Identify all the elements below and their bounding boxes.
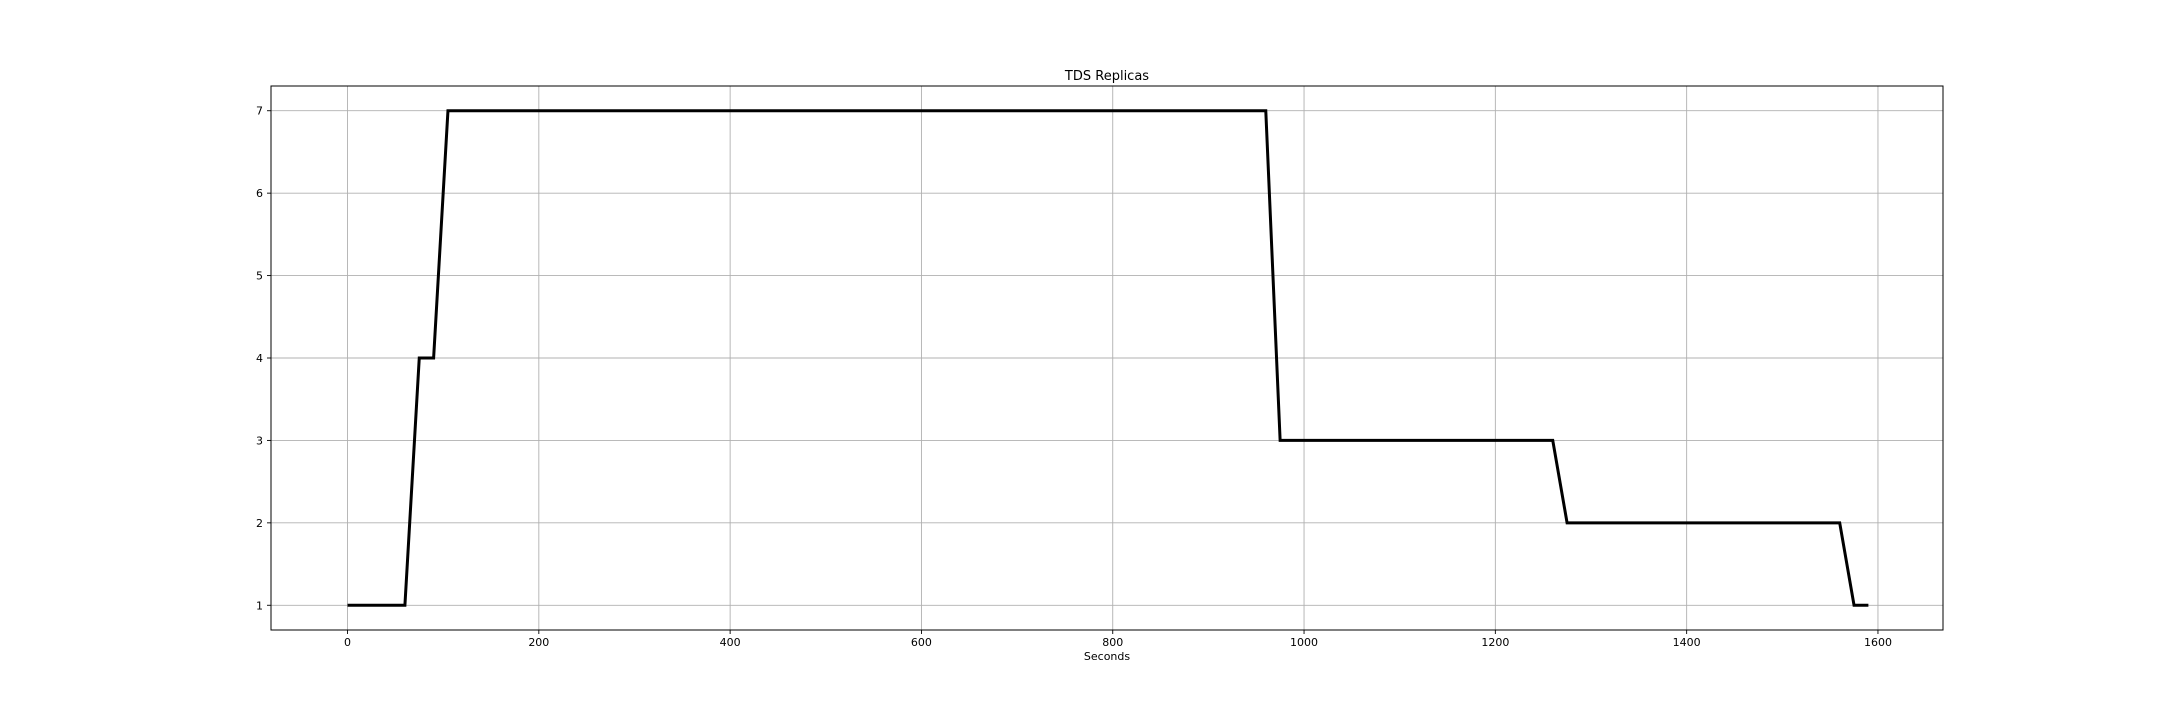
y-tick-label: 7 (256, 105, 263, 118)
grid-lines (271, 86, 1943, 630)
chart-title: TDS Replicas (1064, 69, 1149, 84)
y-axis: 1 2 3 4 5 6 7 (256, 105, 271, 612)
series-line (347, 109, 1869, 607)
series-layer (347, 109, 1869, 607)
x-tick-label: 1000 (1290, 636, 1318, 649)
x-tick-label: 1600 (1864, 636, 1892, 649)
y-tick-label: 6 (256, 187, 263, 200)
y-tick-label: 1 (256, 599, 263, 612)
x-tick-label: 400 (720, 636, 741, 649)
x-tick-label: 0 (344, 636, 351, 649)
x-tick-label: 1400 (1673, 636, 1701, 649)
x-axis: 0 200 400 600 800 1000 1200 1400 1600 (344, 630, 1892, 649)
x-tick-label: 600 (911, 636, 932, 649)
y-tick-label: 4 (256, 352, 263, 365)
y-tick-label: 3 (256, 434, 263, 447)
x-tick-label: 200 (528, 636, 549, 649)
y-tick-label: 5 (256, 270, 263, 283)
x-tick-label: 800 (1102, 636, 1123, 649)
x-tick-label: 1200 (1481, 636, 1509, 649)
y-tick-label: 2 (256, 517, 263, 530)
x-axis-label: Seconds (1084, 650, 1130, 663)
